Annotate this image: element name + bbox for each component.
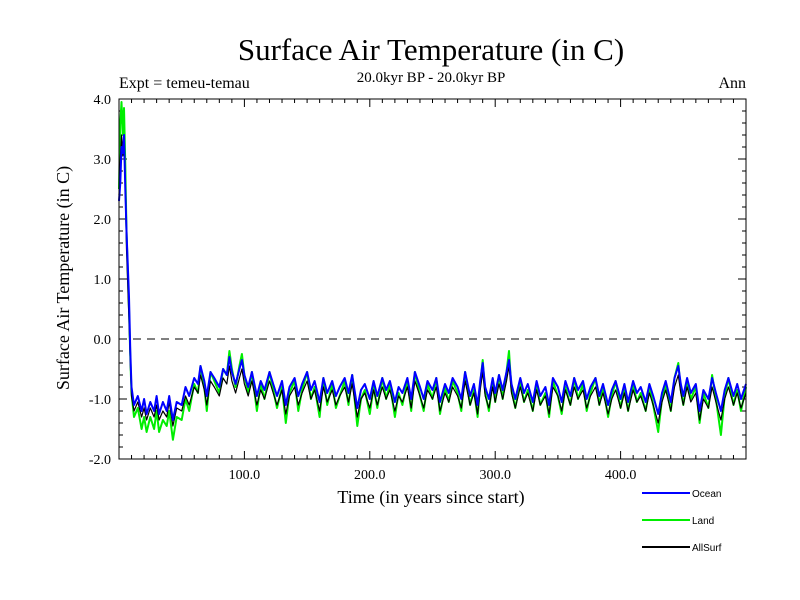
- x-tick-label: 300.0: [479, 468, 511, 483]
- legend-label-allsurf: AllSurf: [692, 543, 722, 554]
- chart-title: Surface Air Temperature (in C): [238, 32, 624, 67]
- series-line-ocean: [118, 134, 747, 421]
- series-layer: [118, 101, 747, 441]
- y-tick-label: 0.0: [94, 333, 112, 348]
- y-tick-label: 3.0: [94, 153, 112, 168]
- x-tick-label: 100.0: [229, 468, 261, 483]
- legend-label-ocean: Ocean: [692, 489, 721, 500]
- x-axis-label: Time (in years since start): [337, 487, 524, 508]
- plot-frame: [118, 98, 747, 460]
- season-label: Ann: [718, 75, 746, 92]
- y-tick-label: -1.0: [89, 393, 111, 408]
- y-axis-label: Surface Air Temperature (in C): [53, 166, 74, 390]
- expt-label: Expt = temeu-temau: [119, 75, 250, 92]
- y-tick-label: 1.0: [94, 273, 112, 288]
- chart-subtitle: 20.0kyr BP - 20.0kyr BP: [357, 70, 506, 86]
- x-tick-label: 200.0: [354, 468, 386, 483]
- x-tick-label: 400.0: [605, 468, 637, 483]
- y-tick-label: 4.0: [94, 93, 112, 108]
- series-line-allsurf: [118, 134, 747, 427]
- y-tick-label: 2.0: [94, 213, 112, 228]
- axis-ticks: 100.0 200.0 300.0 400.0 -2.0 -1.0 0.0 1.0 2.0 3.0…: [89, 93, 747, 483]
- legend-label-land: Land: [692, 516, 714, 527]
- legend: Ocean Land AllSurf: [642, 489, 722, 554]
- y-tick-label: -2.0: [89, 453, 111, 468]
